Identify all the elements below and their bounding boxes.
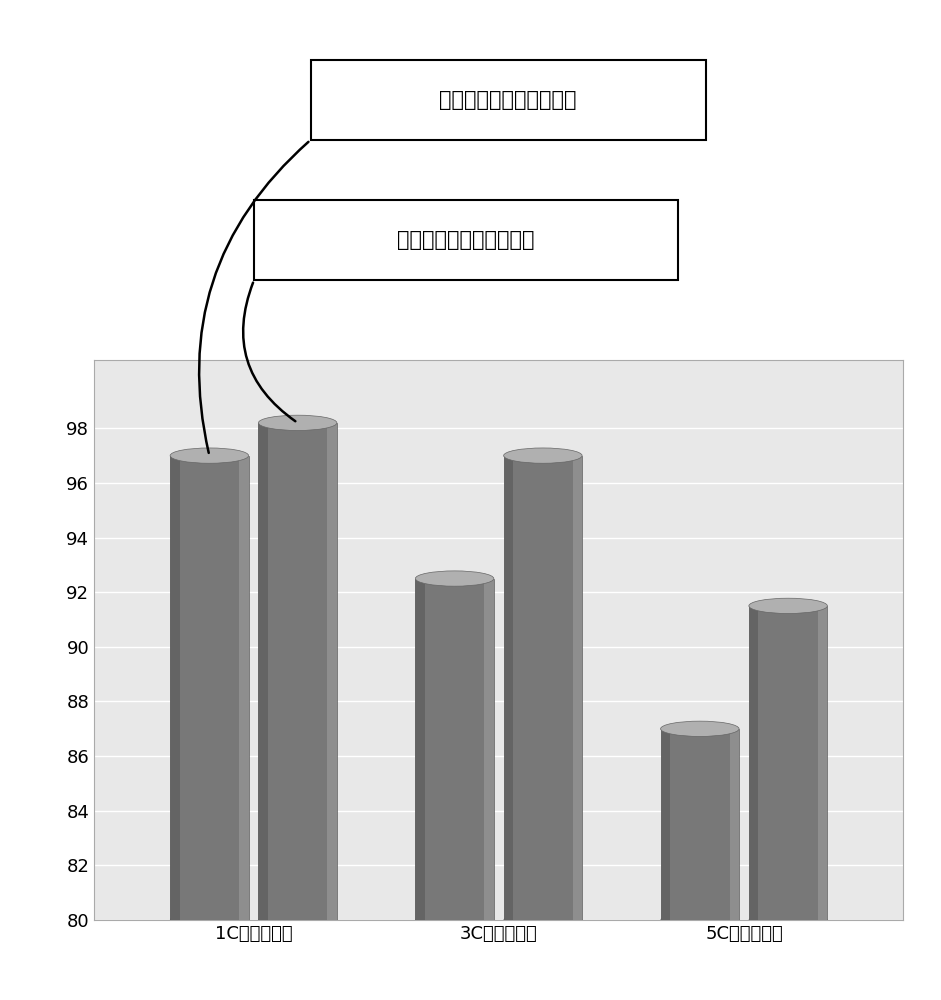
Ellipse shape (503, 448, 582, 463)
Bar (661, 729, 739, 920)
Bar (749, 606, 827, 920)
Ellipse shape (415, 912, 494, 928)
Ellipse shape (749, 598, 827, 614)
Ellipse shape (415, 571, 494, 586)
Bar (327, 423, 337, 920)
Bar (170, 456, 180, 920)
Bar (661, 729, 670, 920)
Bar (749, 606, 758, 920)
Text: 本发明实施例制备的电池: 本发明实施例制备的电池 (397, 230, 534, 250)
Bar (415, 579, 424, 920)
Bar (573, 456, 582, 920)
Bar (170, 456, 248, 920)
Ellipse shape (170, 912, 248, 928)
FancyBboxPatch shape (311, 60, 706, 140)
Ellipse shape (170, 448, 248, 463)
Bar (818, 606, 827, 920)
Ellipse shape (749, 912, 827, 928)
Ellipse shape (661, 912, 739, 928)
Bar (239, 456, 248, 920)
Bar (259, 423, 337, 920)
Bar (259, 423, 268, 920)
Ellipse shape (503, 912, 582, 928)
Bar (503, 456, 582, 920)
FancyBboxPatch shape (254, 200, 678, 280)
Ellipse shape (259, 912, 337, 928)
Ellipse shape (661, 721, 739, 736)
Bar (503, 456, 513, 920)
Bar (485, 579, 494, 920)
Bar (729, 729, 739, 920)
Ellipse shape (259, 415, 337, 430)
Bar (415, 579, 494, 920)
Text: 常规化成工艺制备的电池: 常规化成工艺制备的电池 (439, 90, 577, 110)
